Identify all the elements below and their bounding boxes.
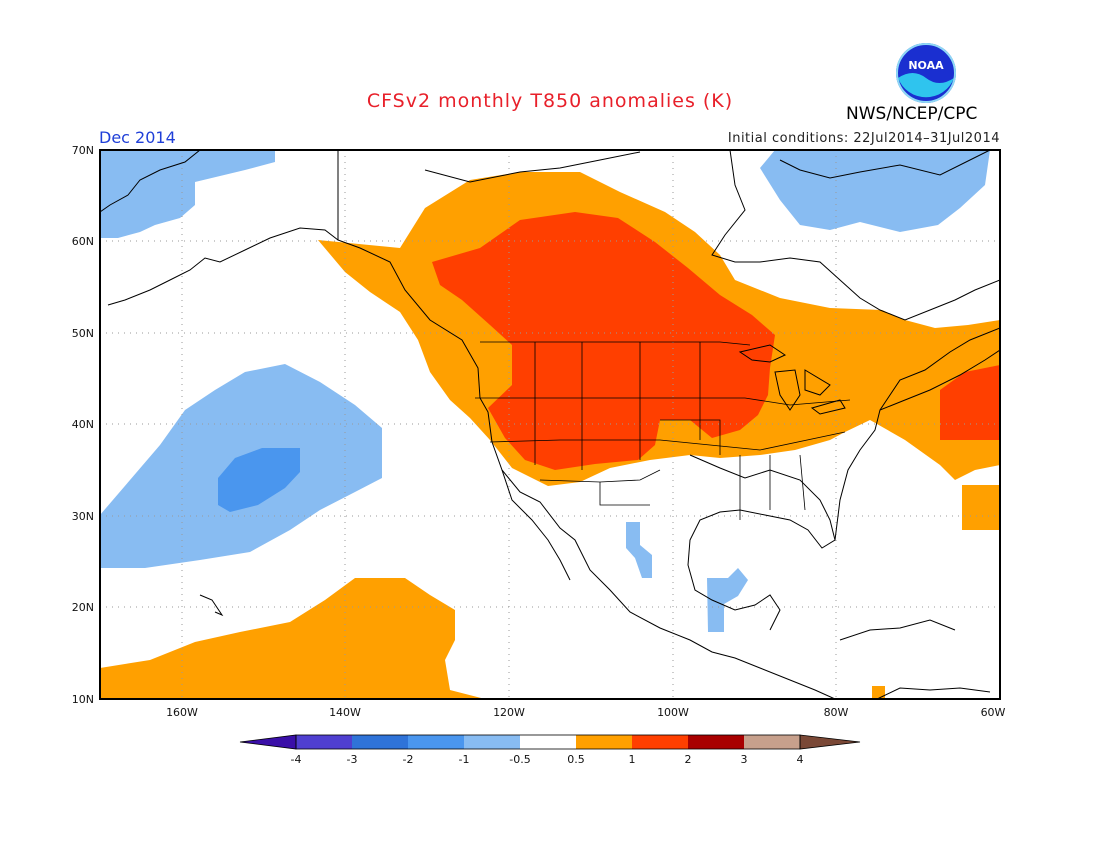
colorbar-tick-label: -4 [291,753,302,766]
great-lakes [738,344,846,415]
initial-conditions-label: Initial conditions: 22Jul2014–31Jul2014 [727,131,1000,146]
lat-label: 40N [72,418,94,431]
lat-label: 70N [72,144,94,157]
lon-label: 60W [981,706,1006,719]
lat-label: 10N [72,693,94,706]
lon-label: 80W [824,706,849,719]
colorbar-swatch [464,735,520,749]
coastlines [100,150,1000,699]
colorbar: -4 -3 -2 -1 -0.5 0.5 1 2 3 4 [239,734,861,766]
map-frame [99,149,1001,700]
colorbar-tick-label: 2 [685,753,692,766]
lon-label: 120W [493,706,525,719]
political-boundaries [475,341,851,520]
map-title: CFSv2 monthly T850 anomalies (K) [366,90,734,112]
colorbar-tick-label: -0.5 [509,753,530,766]
lat-label: 50N [72,327,94,340]
colorbar-swatch [520,735,576,749]
anomaly-region-red [432,212,1000,470]
lat-label: 30N [72,510,94,523]
colorbar-tick-label: -3 [347,753,358,766]
colorbar-arrow-right [800,735,860,749]
noaa-logo-icon: NOAA [896,43,956,103]
svg-text:NOAA: NOAA [908,59,944,72]
lat-label: 20N [72,601,94,614]
colorbar-swatch [632,735,688,749]
lon-label: 140W [329,706,361,719]
lat-label: 60N [72,235,94,248]
colorbar-swatch [296,735,352,749]
lon-label: 160W [166,706,198,719]
latitude-labels: 70N 60N 50N 40N 30N 20N 10N [72,144,94,706]
longitude-labels: 160W 140W 120W 100W 80W 60W [166,706,1005,719]
colorbar-tick-label: 1 [629,753,636,766]
anomaly-region-blue [218,448,300,512]
agency-label: NWS/NCEP/CPC [846,104,978,124]
forecast-month-label: Dec 2014 [99,128,176,147]
colorbar-tick-label: 0.5 [567,753,585,766]
graticule [100,150,1000,699]
colorbar-tick-label: -2 [403,753,414,766]
colorbar-tick-label: 4 [797,753,804,766]
lon-label: 100W [657,706,689,719]
colorbar-tick-label: -1 [459,753,470,766]
colorbar-swatch [352,735,408,749]
colorbar-swatch [744,735,800,749]
colorbar-swatch [408,735,464,749]
colorbar-tick-label: 3 [741,753,748,766]
colorbar-swatch [688,735,744,749]
colorbar-swatch [576,735,632,749]
colorbar-arrow-left [240,735,296,749]
